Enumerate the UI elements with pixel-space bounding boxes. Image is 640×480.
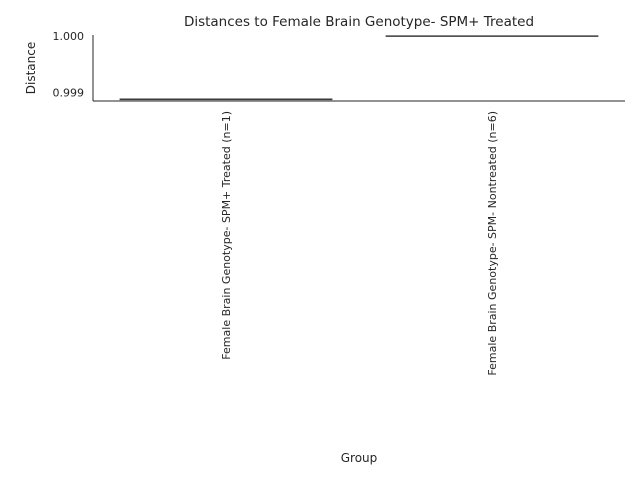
y-tick-label: 1.000 xyxy=(53,30,85,43)
x-axis-label: Group xyxy=(341,451,378,465)
x-tick-label: Female Brain Genotype- SPM- Nontreated (… xyxy=(486,111,499,376)
box-series xyxy=(119,35,599,101)
x-ticks: Female Brain Genotype- SPM+ Treated (n=1… xyxy=(220,111,499,376)
chart-title: Distances to Female Brain Genotype- SPM+… xyxy=(184,14,534,30)
x-tick-label: Female Brain Genotype- SPM+ Treated (n=1… xyxy=(220,111,233,360)
y-ticks: 0.999 1.000 xyxy=(53,30,85,99)
y-axis-label: Distance xyxy=(24,42,38,94)
y-tick-label: 0.999 xyxy=(53,87,85,100)
